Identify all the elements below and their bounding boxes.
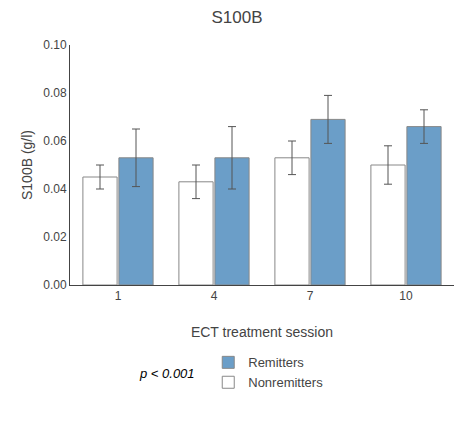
svg-text:p < 0.001: p < 0.001 (139, 366, 195, 381)
svg-text:0.10: 0.10 (43, 38, 67, 52)
svg-text:10: 10 (399, 289, 413, 303)
svg-text:S100B: S100B (211, 8, 262, 27)
svg-text:1: 1 (115, 289, 122, 303)
svg-text:0.04: 0.04 (43, 182, 67, 196)
svg-text:0.08: 0.08 (43, 86, 67, 100)
svg-text:7: 7 (307, 289, 314, 303)
svg-text:S100B (g/l): S100B (g/l) (19, 130, 35, 200)
svg-text:0.00: 0.00 (43, 278, 67, 292)
svg-text:0.06: 0.06 (43, 134, 67, 148)
svg-text:Remitters: Remitters (248, 355, 304, 370)
svg-text:0.02: 0.02 (43, 230, 67, 244)
svg-text:ECT treatment session: ECT treatment session (191, 324, 333, 340)
svg-text:Nonremitters: Nonremitters (248, 375, 323, 390)
svg-text:4: 4 (211, 289, 218, 303)
